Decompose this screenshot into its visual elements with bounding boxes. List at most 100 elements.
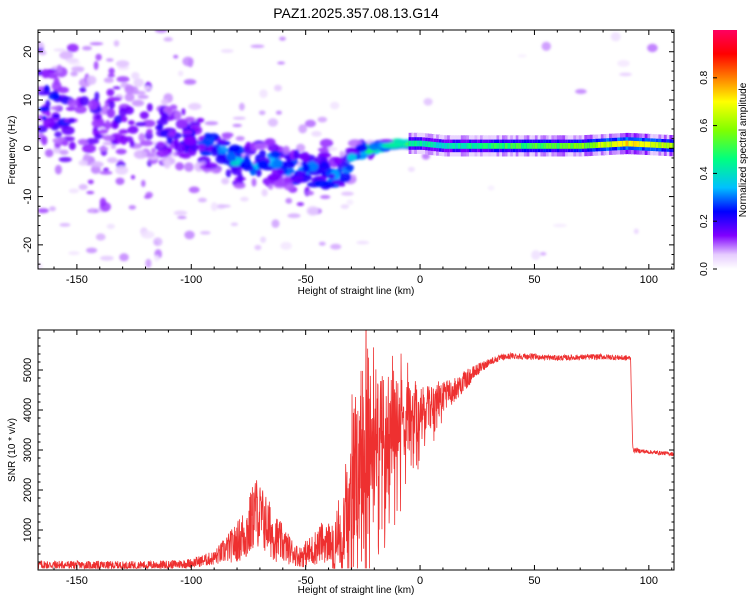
spectrogram-band-cell [537,143,542,149]
spectrogram-cell [183,79,197,85]
spectrogram-cell [38,208,49,214]
spectrogram-cell [145,258,152,268]
spectrogram-band-cell [622,140,627,147]
colorbar-tick-label: 0.6 [699,118,710,132]
spectrogram-band-cell [672,142,674,149]
snr-panel: -150 -100 -50 0 50 100 1000 2000 3000 4000 5000 H… [7,329,675,596]
x-tick-label: 0 [417,274,423,286]
spectrogram-cell [423,98,433,106]
spectrogram-cell [259,149,266,159]
spectrogram-band-cell [515,143,520,149]
spectrogram-cell [107,73,115,78]
figure-title: PAZ1.2025.357.08.13.G14 [273,5,439,21]
spectrogram-band-cell [647,141,652,148]
spectrogram-band-cell [523,143,528,149]
spectrogram-cell [124,93,135,102]
spectrogram-cell [253,142,268,150]
spectrogram-cell [59,51,74,60]
y-tick-label: 0 [22,145,34,151]
spectrogram-cell [174,142,186,153]
spectrogram-cell [221,177,230,185]
spectrogram-cell [267,173,280,182]
spectrogram-cell [167,107,173,116]
spectrogram-cell [86,247,98,254]
spectrogram-cell [124,106,134,115]
spectrogram-cell [61,140,69,146]
spectrogram-cell [53,48,67,52]
spectrogram-band-cell [631,140,635,147]
spectrogram-band-cell [480,143,484,149]
spectrogram-band-cell [521,143,526,149]
spectrogram-cell [216,146,229,154]
spectrogram-cell [107,157,118,164]
spectrogram-cell [255,168,262,177]
spectrogram-cell [338,182,346,187]
spectrogram-cell [89,207,95,214]
spectrogram-cell [259,89,268,98]
spectrogram-cell [82,46,92,51]
spectrogram-cell [341,191,354,196]
spectrogram-cell [153,255,160,262]
spectrogram-cell [328,173,336,180]
spectrogram-cell [204,162,218,170]
spectrogram-band-cell [609,141,613,148]
colorbar-label: Normalized spectral amplitude [738,82,749,217]
spectrogram-cell [90,165,101,174]
spectrogram-band-cell [419,140,424,147]
spectrogram-cell [173,210,188,216]
spectrogram-cell [140,230,155,239]
spectrogram-cell [280,241,292,250]
spectrogram-cell [517,54,527,58]
spectrogram-cell [146,128,153,135]
snr-y-axis: 1000 2000 3000 4000 5000 [22,329,674,571]
spectrogram-cell [277,61,286,65]
spectrogram-cell [106,88,115,97]
spectrogram-cell [41,115,47,121]
spectrogram-cell [116,76,130,83]
spectrogram-band-cell [658,142,663,148]
spectrogram-cell [233,183,246,189]
spectrogram-cell [52,113,60,119]
spectrogram-cell [124,84,135,95]
spectrogram-cell [56,64,63,74]
spectrogram-cell [211,146,219,157]
spectrogram-cell [113,40,120,47]
spectrogram-cell [79,96,90,106]
spectrogram-cell [320,195,331,199]
spectrogram-band-cell [540,143,545,149]
spectrogram-cell [145,191,153,199]
spectrogram-cell [184,230,195,240]
spectrogram-band-cell [408,140,413,147]
spectrogram-cell [221,132,234,138]
spectrogram-cell [240,196,249,202]
x-tick-label: 50 [528,575,540,587]
spectrogram-cell [106,223,115,230]
spectrogram-cell [112,86,121,90]
spectrogram-band-cell [496,143,501,149]
spectrogram-cell [182,129,194,135]
spectrogram-cell [330,101,340,110]
y-tick-label: 10 [22,94,34,106]
spectrogram-cell [38,43,45,49]
spectrogram-band-cell [584,142,589,149]
spectrogram-band-cell [518,143,523,149]
spectrogram-cell [87,179,94,185]
spectrogram-cell [133,149,148,159]
spectrogram-cell [356,240,370,245]
spectrogram-cell [279,36,286,41]
spectrogram-band-cell [477,143,482,149]
spectrogram-cell [104,119,111,131]
spectrogram-band-cell [551,143,556,149]
spectrogram-band-cell [556,143,561,149]
spectrogram-cell [119,253,129,262]
spectrogram-band-cell [438,142,443,149]
spectrogram-cell [175,162,185,171]
spectrogram-cell [139,140,154,147]
y-tick-label: 4000 [22,398,34,422]
spectrogram-cell [245,141,252,148]
y-tick-label: 2000 [22,478,34,502]
spectrogram-cell [288,168,295,174]
spectrogram-cell [121,116,128,123]
spectrogram-band-cell [466,143,471,149]
spectrogram-cell [39,50,47,56]
